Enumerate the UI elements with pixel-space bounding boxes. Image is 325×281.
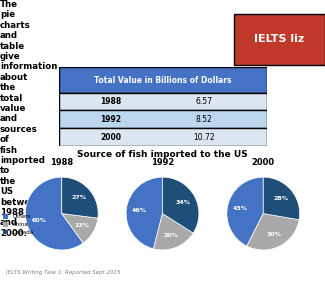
Text: 1988: 1988 (100, 97, 121, 106)
Wedge shape (25, 177, 83, 250)
Title: 1992: 1992 (151, 158, 174, 167)
Text: IELTS Writing Task 1: Reported Sept 2015: IELTS Writing Task 1: Reported Sept 2015 (6, 270, 121, 275)
Wedge shape (263, 177, 300, 220)
Text: The pie charts and table give information about the total
value and sources of f: The pie charts and table give informatio… (0, 0, 58, 238)
Text: 27%: 27% (72, 195, 87, 200)
Text: 1992: 1992 (100, 115, 121, 124)
Text: 8.52: 8.52 (196, 115, 213, 124)
Text: 10.72: 10.72 (193, 133, 215, 142)
Text: Source of fish imported to the US: Source of fish imported to the US (77, 150, 248, 159)
Text: 60%: 60% (32, 218, 47, 223)
Legend: Others, China, Canada: Others, China, Canada (3, 214, 34, 235)
Text: IELTS liz: IELTS liz (254, 34, 305, 44)
Text: 20%: 20% (164, 233, 179, 238)
Text: 28%: 28% (274, 196, 289, 201)
Text: 2000: 2000 (100, 133, 121, 142)
Text: 30%: 30% (266, 232, 281, 237)
FancyBboxPatch shape (58, 67, 266, 93)
Wedge shape (62, 214, 98, 243)
Text: 46%: 46% (132, 208, 147, 213)
Wedge shape (247, 214, 299, 250)
FancyBboxPatch shape (58, 110, 266, 128)
Text: Total Value in Billions of Dollars: Total Value in Billions of Dollars (94, 76, 231, 85)
Wedge shape (62, 177, 98, 218)
Title: 2000: 2000 (252, 158, 275, 167)
Wedge shape (126, 177, 162, 249)
Wedge shape (153, 214, 193, 250)
Text: 13%: 13% (74, 223, 90, 228)
FancyBboxPatch shape (58, 128, 266, 146)
FancyBboxPatch shape (234, 14, 325, 65)
Wedge shape (227, 177, 263, 246)
Text: 6.57: 6.57 (196, 97, 213, 106)
Wedge shape (162, 177, 199, 233)
Text: 43%: 43% (233, 206, 248, 210)
Title: 1988: 1988 (50, 158, 73, 167)
FancyBboxPatch shape (58, 93, 266, 110)
Text: 34%: 34% (176, 200, 191, 205)
